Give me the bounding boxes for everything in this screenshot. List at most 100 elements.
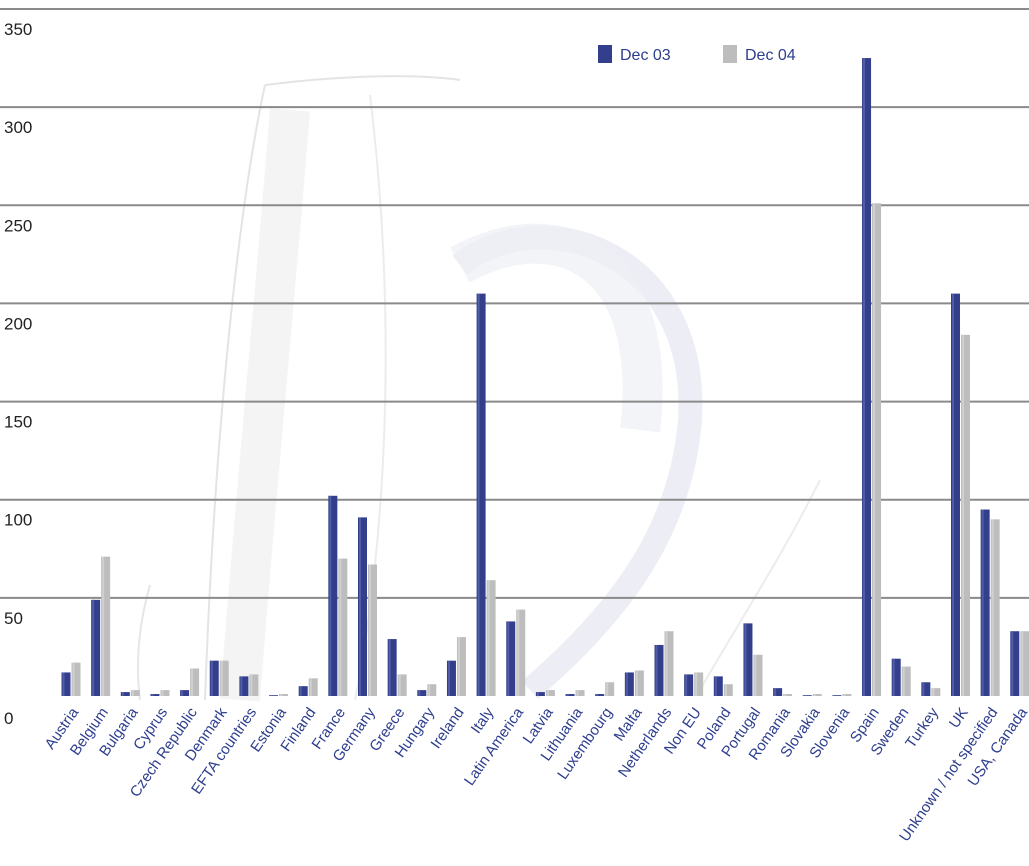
bar-sheen-dec-03-ireland: [447, 660, 450, 696]
bar-dec-04-denmark: [219, 660, 229, 696]
bar-dec-04-romania: [783, 694, 793, 696]
bar-sheen-dec-04-slovakia: [813, 694, 816, 696]
bar-dec-03-efta-countries: [239, 676, 249, 696]
bar-sheen-dec-03-non-eu: [685, 674, 688, 696]
bar-sheen-dec-03-germany: [359, 517, 361, 696]
bar-sheen-dec-04-spain: [873, 203, 876, 696]
bar-sheen-dec-03-luxembourg: [596, 694, 599, 696]
bar-sheen-dec-04-non-eu: [695, 672, 698, 696]
y-tick-label-50: 50: [4, 609, 23, 628]
bar-sheen-dec-04-slovenia: [843, 694, 846, 696]
legend-label-dec-03: Dec 03: [620, 47, 671, 64]
bar-dec-04-malta: [634, 670, 644, 696]
bar-dec-04-non-eu: [694, 672, 704, 696]
bar-sheen-dec-03-austria: [62, 672, 65, 696]
bar-dec-04-slovakia: [812, 694, 822, 696]
bar-sheen-dec-04-hungary: [428, 684, 431, 696]
bar-dec-04-france: [338, 558, 348, 696]
bar-sheen-dec-04-poland: [724, 684, 727, 696]
bar-dec-04-bulgaria: [130, 690, 140, 696]
bar-dec-04-latin-america: [516, 609, 526, 696]
bar-sheen-dec-04-usa-canada: [1021, 631, 1024, 696]
bar-dec-04-hungary: [427, 684, 437, 696]
bar-dec-04-sweden: [901, 666, 911, 696]
y-tick-label-0: 0: [4, 709, 13, 728]
bar-sheen-dec-04-unknown-not-specified: [991, 519, 994, 696]
bar-sheen-dec-03-slovenia: [833, 695, 836, 696]
bar-sheen-dec-04-germany: [369, 564, 371, 696]
x-tick-label-turkey: Turkey: [902, 704, 942, 751]
bar-sheen-dec-04-portugal: [754, 654, 757, 696]
bar-sheen-dec-03-latvia: [536, 692, 539, 696]
bar-dec-03-spain: [862, 58, 872, 697]
bar-sheen-dec-03-netherlands: [655, 644, 658, 696]
bar-dec-03-germany: [358, 517, 367, 696]
bar-sheen-dec-04-lithuania: [576, 690, 579, 696]
bar-dec-04-greece: [397, 674, 407, 696]
bar-dec-04-slovenia: [842, 694, 852, 696]
bar-dec-04-germany: [368, 564, 377, 696]
legend-swatch-dec-03: [598, 45, 612, 63]
bar-sheen-dec-04-france: [339, 558, 342, 696]
y-tick-label-200: 200: [4, 314, 32, 333]
bar-sheen-dec-04-efta-countries: [250, 674, 253, 696]
bar-sheen-dec-04-ireland: [457, 637, 460, 696]
bar-sheen-dec-03-slovakia: [803, 695, 806, 696]
bar-sheen-dec-03-lithuania: [566, 694, 569, 696]
legend-label-dec-04: Dec 04: [745, 47, 796, 64]
bar-dec-03-slovakia: [802, 695, 812, 696]
bar-sheen-dec-03-turkey: [922, 682, 925, 696]
bar-sheen-dec-03-usa-canada: [1011, 631, 1014, 696]
bar-sheen-dec-04-estonia: [280, 694, 283, 696]
bar-dec-03-unknown-not-specified: [980, 509, 990, 696]
bar-sheen-dec-03-malta: [625, 672, 628, 696]
bar-sheen-dec-04-turkey: [932, 688, 935, 696]
bar-dec-03-usa-canada: [1010, 631, 1020, 696]
bar-dec-03-bulgaria: [120, 692, 130, 696]
bar-dec-03-sweden: [891, 658, 901, 696]
bar-dec-04-belgium: [101, 556, 111, 696]
bar-sheen-dec-03-cyprus: [151, 694, 154, 696]
bar-dec-03-cyprus: [150, 694, 160, 696]
bar-sheen-dec-04-bulgaria: [131, 690, 134, 696]
bar-dec-03-estonia: [269, 695, 279, 696]
bar-sheen-dec-03-finland: [299, 686, 302, 696]
legend: Dec 03 Dec 04: [598, 45, 796, 64]
legend-swatch-dec-04: [723, 45, 737, 63]
bar-sheen-dec-03-bulgaria: [121, 692, 124, 696]
y-tick-label-100: 100: [4, 511, 32, 530]
bar-dec-03-austria: [61, 672, 71, 696]
bar-dec-04-usa-canada: [1020, 631, 1029, 696]
bar-dec-03-netherlands: [654, 644, 664, 696]
bar-dec-04-luxembourg: [605, 682, 615, 696]
bar-dec-04-portugal: [753, 654, 763, 696]
bar-sheen-dec-03-uk: [952, 293, 954, 696]
bar-dec-04-ireland: [456, 637, 466, 696]
bar-sheen-dec-04-latvia: [546, 690, 549, 696]
bar-sheen-dec-04-romania: [784, 694, 787, 696]
y-tick-label-150: 150: [4, 413, 32, 432]
bar-sheen-dec-04-denmark: [220, 660, 223, 696]
bar-sheen-dec-04-sweden: [902, 666, 905, 696]
bar-sheen-dec-03-portugal: [744, 623, 747, 696]
bar-dec-03-non-eu: [684, 674, 694, 696]
bar-sheen-dec-04-latin-america: [517, 609, 520, 696]
bar-sheen-dec-04-greece: [398, 674, 401, 696]
y-tick-label-300: 300: [4, 118, 32, 137]
bar-sheen-dec-04-finland: [309, 678, 312, 696]
bar-sheen-dec-04-netherlands: [665, 631, 668, 696]
bar-dec-03-turkey: [921, 682, 931, 696]
bar-dec-04-spain: [872, 203, 882, 696]
bar-dec-04-estonia: [279, 694, 289, 696]
bars: [61, 58, 1029, 697]
bar-sheen-dec-04-luxembourg: [606, 682, 609, 696]
bar-sheen-dec-04-czech-republic: [191, 668, 194, 696]
bar-sheen-dec-03-poland: [714, 676, 717, 696]
bar-sheen-dec-04-cyprus: [161, 690, 164, 696]
y-tick-label-350: 350: [4, 20, 32, 39]
bar-sheen-dec-04-austria: [72, 662, 75, 696]
bar-dec-03-latin-america: [506, 621, 516, 696]
